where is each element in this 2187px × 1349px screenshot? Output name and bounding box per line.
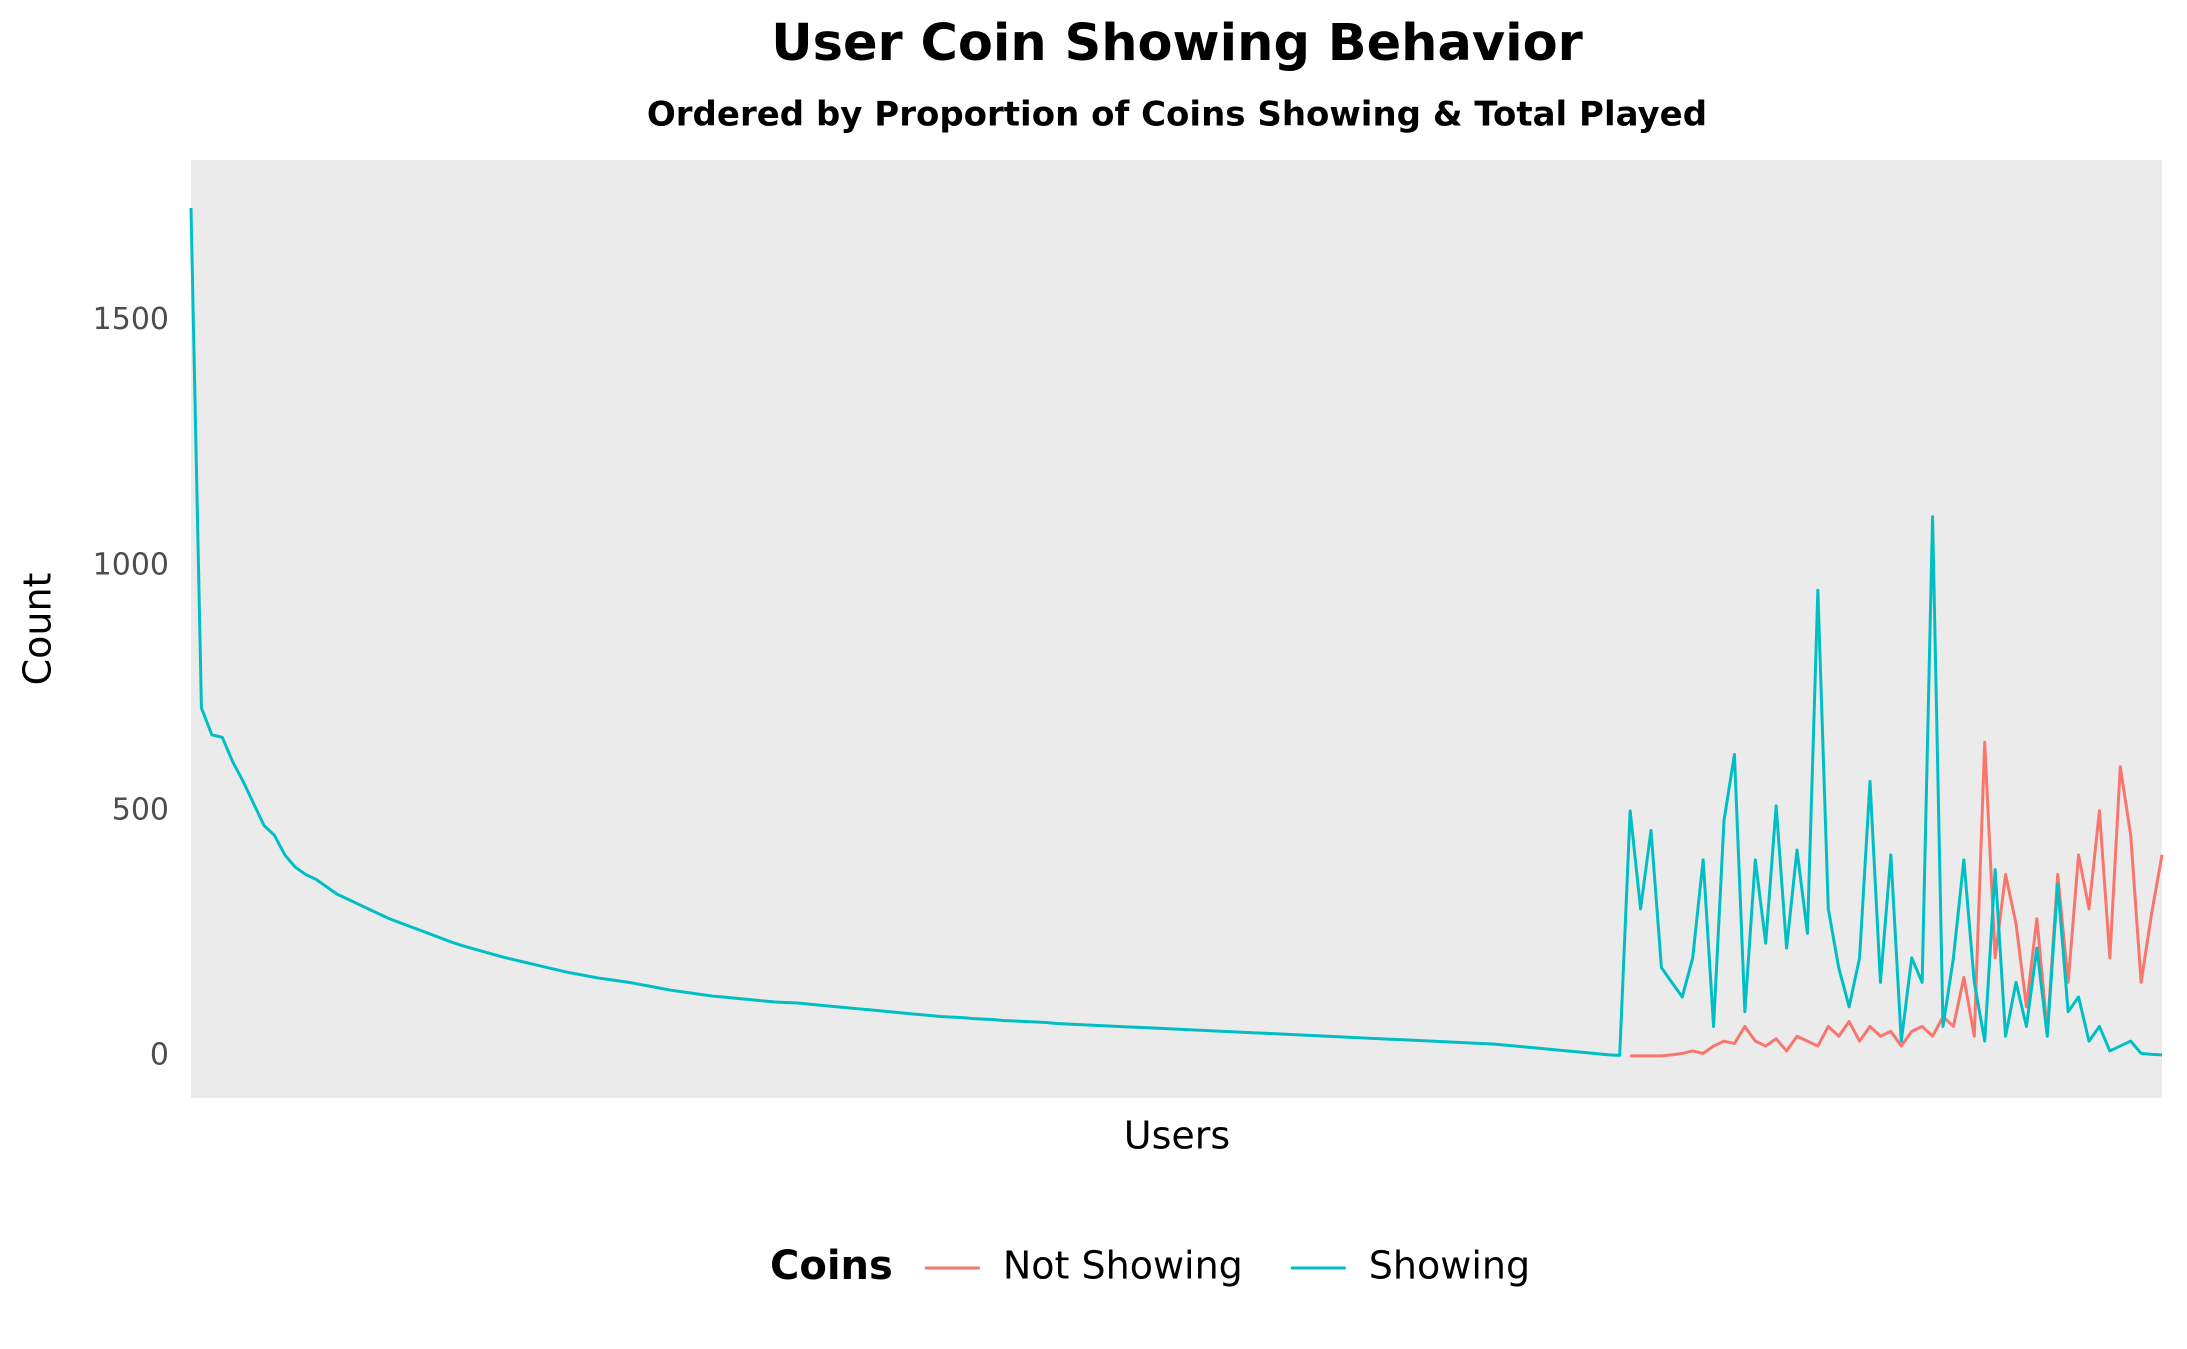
y-tick-label: 500 [112, 792, 169, 827]
x-axis-title: Users [1124, 1114, 1230, 1158]
series-line [1630, 740, 2164, 1058]
plot-panel [191, 160, 2162, 1098]
y-tick-label: 0 [150, 1037, 169, 1072]
y-axis-title: Count [16, 573, 60, 686]
legend-title: Coins [770, 1243, 893, 1289]
lines [189, 207, 2164, 1058]
legend-label: Not Showing [1003, 1244, 1243, 1288]
legend: Coins Not Showing Showing [770, 1243, 1530, 1289]
legend-label: Showing [1369, 1244, 1530, 1288]
chart-subtitle: Ordered by Proportion of Coins Showing &… [647, 95, 1707, 135]
y-tick-label: 1500 [93, 302, 169, 337]
y-tick-label: 1000 [93, 547, 169, 582]
series-line [189, 207, 2163, 1057]
chart-title: User Coin Showing Behavior [771, 14, 1583, 73]
